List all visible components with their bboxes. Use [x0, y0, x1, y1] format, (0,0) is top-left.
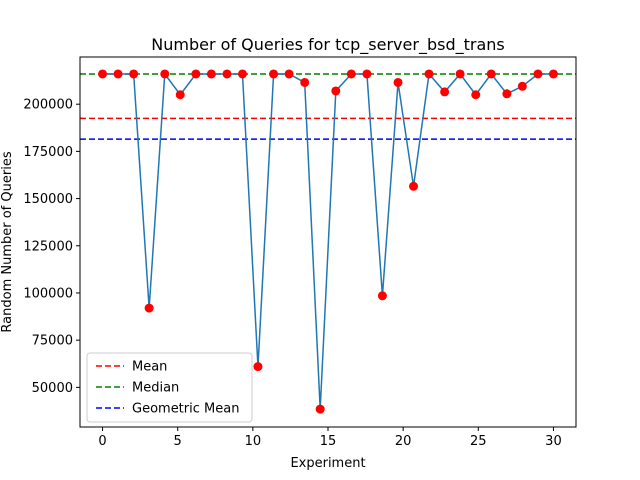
- data-point: [315, 404, 325, 414]
- data-point: [548, 69, 558, 79]
- data-point: [440, 87, 450, 97]
- data-point: [98, 69, 108, 79]
- y-tick-label: 125000: [23, 239, 73, 254]
- data-point: [471, 90, 481, 100]
- x-axis-title: Experiment: [290, 456, 365, 471]
- x-tick-label: 25: [470, 434, 487, 449]
- data-point: [237, 69, 247, 79]
- data-point: [300, 77, 310, 87]
- x-tick-label: 15: [320, 434, 337, 449]
- y-tick-label: 150000: [23, 192, 73, 207]
- y-tick-label: 200000: [23, 98, 73, 113]
- series-layer: [98, 69, 558, 414]
- data-point: [502, 89, 512, 99]
- x-tick-label: 20: [395, 434, 412, 449]
- y-tick-label: 50000: [32, 381, 73, 396]
- y-tick-label: 75000: [32, 334, 73, 349]
- x-tick-label: 5: [174, 434, 182, 449]
- data-point: [222, 69, 232, 79]
- legend: Mean Median Geometric Mean: [86, 352, 253, 423]
- data-point: [331, 86, 341, 96]
- y-tick-label: 175000: [23, 145, 73, 160]
- data-point: [393, 77, 403, 87]
- data-point: [346, 69, 356, 79]
- x-tick-label: 30: [545, 434, 562, 449]
- data-point: [175, 90, 185, 100]
- legend-label: Median: [132, 381, 179, 396]
- data-point: [409, 181, 419, 191]
- chart-title: Number of Queries for tcp_server_bsd_tra…: [151, 35, 504, 55]
- data-point: [455, 69, 465, 79]
- data-point: [269, 69, 279, 79]
- legend-label: Geometric Mean: [132, 402, 239, 417]
- data-point: [206, 69, 216, 79]
- x-tick-label: 0: [98, 434, 106, 449]
- data-point: [377, 291, 387, 301]
- legend-label: Mean: [132, 360, 167, 375]
- data-point: [424, 69, 434, 79]
- data-point: [253, 362, 263, 372]
- y-axis: 50000 75000 100000 125000 150000 175000 200000: [23, 98, 80, 396]
- data-point: [486, 69, 496, 79]
- data-point: [129, 69, 139, 79]
- data-point: [362, 69, 372, 79]
- data-point: [284, 69, 294, 79]
- y-axis-title: Random Number of Queries: [0, 151, 15, 332]
- data-point: [191, 69, 201, 79]
- x-axis: 0 5 10 15 20 25 30: [98, 427, 562, 449]
- data-point: [144, 303, 154, 313]
- legend-box: [86, 352, 253, 423]
- x-tick-label: 10: [245, 434, 262, 449]
- data-point: [113, 69, 123, 79]
- data-point: [533, 69, 543, 79]
- data-point: [517, 81, 527, 91]
- data-point: [160, 69, 170, 79]
- y-tick-label: 100000: [23, 286, 73, 301]
